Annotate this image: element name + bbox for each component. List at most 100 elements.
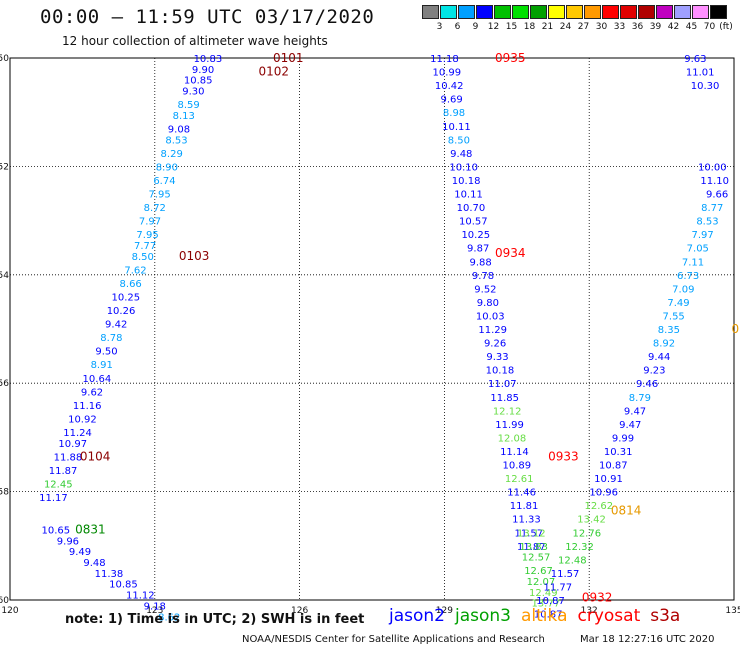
colorbar-label: 36 bbox=[631, 22, 644, 32]
swh-observation: 11.81 bbox=[510, 501, 539, 512]
colorbar-label: 45 bbox=[685, 22, 698, 32]
colorbar-swatch bbox=[620, 5, 637, 19]
swh-observation: 10.26 bbox=[107, 306, 136, 317]
swh-observation: 11.10 bbox=[700, 176, 729, 187]
swh-observation: 10.70 bbox=[457, 203, 486, 214]
swh-observation: 11.12 bbox=[126, 591, 155, 602]
swh-observation: 7.95 bbox=[148, 190, 170, 201]
swh-observation: 10.92 bbox=[68, 414, 97, 425]
legend-item-jason2: jason2 bbox=[389, 606, 445, 626]
swh-observation: 11.57 bbox=[551, 569, 580, 580]
pass-time-label: 0933 bbox=[548, 449, 579, 463]
colorbar-swatch bbox=[710, 5, 727, 19]
swh-observation: 9.47 bbox=[619, 420, 641, 431]
latitude-label: -58 bbox=[0, 488, 9, 498]
swh-observation: 9.33 bbox=[486, 352, 508, 363]
pass-time-label: 0831 bbox=[75, 523, 106, 537]
colorbar-label: 9 bbox=[472, 22, 479, 32]
colorbar-label: 15 bbox=[505, 22, 518, 32]
swh-observation: 12.07 bbox=[527, 577, 556, 588]
longitude-label: 135 bbox=[725, 606, 740, 616]
page-title: 00:00 – 11:59 UTC 03/17/2020 bbox=[40, 6, 375, 28]
swh-observation: 8.79 bbox=[629, 393, 651, 404]
swh-observation: 10.11 bbox=[454, 190, 483, 201]
satellite-track: 9.63 11.01 10.30 10.00 11.10 9.66 8.77 8.53 7.97… bbox=[536, 54, 740, 607]
colorbar-label: 70 bbox=[703, 22, 716, 32]
colorbar-label: 39 bbox=[649, 22, 662, 32]
swh-observation: 9.49 bbox=[69, 547, 91, 558]
page-subtitle: 12 hour collection of altimeter wave hei… bbox=[62, 34, 328, 48]
colorbar-label: 42 bbox=[667, 22, 680, 32]
swh-observation: 7.62 bbox=[124, 265, 146, 276]
swh-observation: 9.62 bbox=[81, 387, 103, 398]
swh-observation: 12.48 bbox=[558, 555, 587, 566]
swh-observation: 8.62 bbox=[158, 612, 180, 623]
swh-observation: 9.69 bbox=[441, 95, 463, 106]
colorbar-label: 6 bbox=[454, 22, 461, 32]
pass-time-label: 0814 bbox=[611, 504, 642, 518]
swh-observation: 10.03 bbox=[476, 311, 505, 322]
swh-observation: 8.59 bbox=[177, 100, 199, 111]
swh-observation: 10.91 bbox=[594, 474, 623, 485]
swh-observation: 11.88 bbox=[54, 452, 83, 463]
swh-observation: 7.09 bbox=[672, 284, 694, 295]
swh-observation: 9.90 bbox=[192, 65, 214, 76]
legend-item-cryosat: cryosat bbox=[577, 606, 641, 626]
swh-observation: 8.90 bbox=[156, 162, 178, 173]
longitude-label: 120 bbox=[1, 606, 18, 616]
swh-observation: 10.18 bbox=[452, 176, 481, 187]
swh-observation: 8.53 bbox=[165, 135, 187, 146]
swh-observation: 7.05 bbox=[687, 244, 709, 255]
colorbar-swatch bbox=[548, 5, 565, 19]
swh-observation: 8.29 bbox=[161, 149, 183, 160]
swh-observation: 10.42 bbox=[435, 81, 464, 92]
footer-note: note: 1) Time is in UTC; 2) SWH is in fe… bbox=[65, 612, 365, 627]
swh-observation: 9.42 bbox=[105, 320, 127, 331]
swh-observation: 13.77 bbox=[531, 599, 560, 610]
satellite-legend: jason2 jason3 altika cryosat s3a bbox=[389, 606, 690, 626]
legend-item-s3a: s3a bbox=[650, 606, 681, 626]
colorbar-label: 12 bbox=[487, 22, 500, 32]
latitude-label: -60 bbox=[0, 596, 9, 606]
longitude-label: 126 bbox=[291, 606, 308, 616]
longitude-label: 123 bbox=[146, 606, 163, 616]
swh-observation: 11.57 bbox=[515, 528, 544, 539]
swh-observation: 11.17 bbox=[39, 493, 68, 504]
latitude-label: -56 bbox=[0, 379, 9, 389]
swh-observation: 6.73 bbox=[677, 271, 699, 282]
swh-observation: 9.96 bbox=[57, 536, 79, 547]
swh-observation: 10.83 bbox=[194, 54, 223, 65]
latitude-label: -54 bbox=[0, 271, 9, 281]
swh-observation: 10.10 bbox=[449, 162, 478, 173]
swh-observation: 12.76 bbox=[572, 528, 601, 539]
swh-observation: 11.77 bbox=[544, 582, 573, 593]
swh-observation: 10.00 bbox=[698, 162, 727, 173]
legend-item-jason3: jason3 bbox=[455, 606, 511, 626]
swh-observation: 11.24 bbox=[63, 428, 92, 439]
swh-observation: 10.18 bbox=[486, 366, 515, 377]
swh-observation: 10.65 bbox=[42, 526, 71, 537]
swh-observation: 9.66 bbox=[706, 190, 728, 201]
swh-observation: 12.12 bbox=[493, 406, 522, 417]
swh-observation: 12.61 bbox=[505, 474, 534, 485]
swh-observation: 10.97 bbox=[58, 439, 87, 450]
swh-observation: 13.12 bbox=[517, 528, 546, 539]
swh-observation: 10.30 bbox=[691, 81, 720, 92]
swh-observation: 9.88 bbox=[469, 257, 491, 268]
swh-observation: 11.07 bbox=[488, 379, 517, 390]
colorbar-label: 21 bbox=[541, 22, 554, 32]
colorbar-swatch bbox=[638, 5, 655, 19]
colorbar-swatch bbox=[566, 5, 583, 19]
colorbar-label: 30 bbox=[595, 22, 608, 32]
latitude-label: -50 bbox=[0, 54, 9, 64]
colorbar-swatch bbox=[674, 5, 691, 19]
swh-observation: 10.87 bbox=[536, 596, 565, 607]
swh-observation: 10.87 bbox=[599, 461, 628, 472]
swh-observation: 11.18 bbox=[430, 54, 459, 65]
swh-observation: 12.67 bbox=[524, 566, 553, 577]
swh-observation: 9.63 bbox=[684, 54, 706, 65]
colorbar-swatch bbox=[440, 5, 457, 19]
pass-time-label: 0101 bbox=[273, 51, 304, 65]
